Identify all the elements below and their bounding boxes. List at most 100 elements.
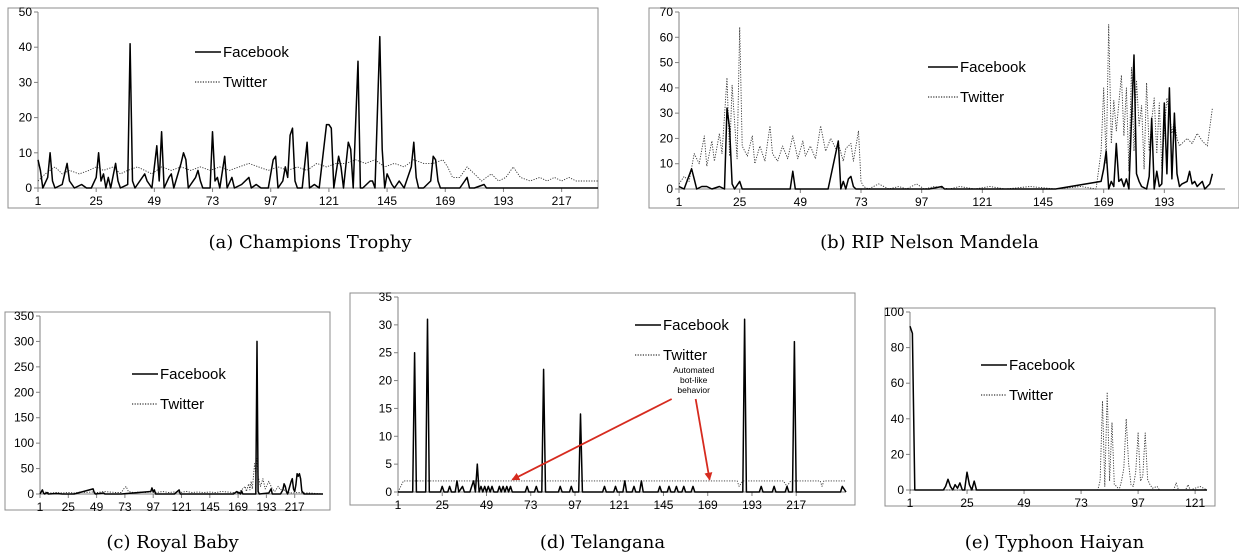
y-tick-label: 40 <box>891 412 905 426</box>
x-tick-label: 121 <box>319 194 339 208</box>
panel-d: 0 5 10 15 20 25 30 35 1 25 49 73 97 121 145 169 193 217 Fa… <box>345 285 860 559</box>
y-tick-label: 100 <box>884 305 904 319</box>
y-tick-label: 0 <box>27 487 34 501</box>
chart-c: 0 50 100 150 200 250 300 350 1 25 49 73 97 121 145 169 1… <box>4 309 331 514</box>
legend-label-facebook: Facebook <box>1009 357 1075 374</box>
series-line-facebook <box>37 35 598 189</box>
legend-label-facebook: Facebook <box>223 44 289 61</box>
x-tick-label: 145 <box>653 498 673 512</box>
y-tick-label: 20 <box>660 131 674 145</box>
legend-label-facebook: Facebook <box>160 366 226 383</box>
x-tick-label: 217 <box>285 500 305 514</box>
y-tick-label: 350 <box>14 309 34 323</box>
x-tick-label: 193 <box>1154 195 1174 209</box>
y-tick-label: 20 <box>379 374 393 388</box>
x-tick-label: 25 <box>90 194 104 208</box>
x-tick-label: 73 <box>854 195 868 209</box>
x-tick-label: 97 <box>915 195 929 209</box>
x-tick-label: 25 <box>62 500 76 514</box>
series-line-twitter <box>678 24 1213 190</box>
x-tick-label: 1 <box>35 194 42 208</box>
y-tick-label: 10 <box>660 157 674 171</box>
legend-label-twitter: Twitter <box>663 347 707 364</box>
legend-label-twitter: Twitter <box>1009 387 1053 404</box>
x-tick-label: 49 <box>90 500 104 514</box>
y-tick-label: 10 <box>379 429 393 443</box>
x-tick-label: 49 <box>148 194 162 208</box>
y-tick-label: 0 <box>385 485 392 499</box>
y-tick-label: 20 <box>891 447 905 461</box>
chart-b: 0 10 20 30 40 50 60 70 1 25 49 73 97 121 145 169 193 Face… <box>648 5 1239 209</box>
series-line-twitter <box>39 457 324 495</box>
legend-label-twitter: Twitter <box>160 396 204 413</box>
x-tick-label: 73 <box>206 194 220 208</box>
y-tick-label: 5 <box>385 457 392 471</box>
x-tick-label: 97 <box>264 194 278 208</box>
x-tick-label: 145 <box>1033 195 1053 209</box>
panel-c: 0 50 100 150 200 250 300 350 1 25 49 73 97 121 145 169 1… <box>0 300 345 559</box>
x-tick-label: 25 <box>733 195 747 209</box>
caption-a: (a) Champions Trophy <box>208 232 412 253</box>
x-tick-label: 73 <box>1074 496 1088 510</box>
y-tick-label: 15 <box>379 401 393 415</box>
y-tick-label: 80 <box>891 341 905 355</box>
x-tick-label: 1 <box>907 496 914 510</box>
y-tick-label: 40 <box>660 81 674 95</box>
y-tick-label: 0 <box>897 483 904 497</box>
chart-frame <box>4 311 331 511</box>
chart-e: 0 20 40 60 80 100 1 25 49 73 97 121 Facebook Twitter <box>884 305 1216 510</box>
x-tick-label: 169 <box>435 194 455 208</box>
x-tick-label: 73 <box>524 498 538 512</box>
x-tick-label: 193 <box>742 498 762 512</box>
legend-label-facebook: Facebook <box>960 59 1026 76</box>
x-tick-label: 1 <box>676 195 683 209</box>
x-tick-label: 169 <box>228 500 248 514</box>
chart-d: 0 5 10 15 20 25 30 35 1 25 49 73 97 121 145 169 193 217 Fa… <box>349 290 856 512</box>
series-line-facebook <box>909 325 1207 491</box>
series-line-facebook <box>398 318 847 493</box>
annotation-text: Automated <box>673 365 714 375</box>
y-tick-label: 70 <box>660 5 674 19</box>
y-tick-label: 50 <box>660 56 674 70</box>
annotation-text: bot-like <box>680 375 708 385</box>
y-tick-label: 30 <box>19 75 33 89</box>
x-tick-label: 121 <box>972 195 992 209</box>
caption-b: (b) RIP Nelson Mandela <box>820 232 1039 253</box>
x-tick-label: 49 <box>1017 496 1031 510</box>
x-tick-label: 1 <box>37 500 44 514</box>
x-tick-label: 217 <box>786 498 806 512</box>
y-tick-label: 30 <box>379 318 393 332</box>
panel-e: 0 20 40 60 80 100 1 25 49 73 97 121 Facebook Twitter … <box>870 300 1239 559</box>
chart-a: 0 10 20 30 40 50 1 25 49 73 97 121 145 169 193 217 Faceb… <box>7 5 599 209</box>
x-tick-label: 97 <box>568 498 582 512</box>
legend-label-twitter: Twitter <box>223 74 267 91</box>
y-tick-label: 150 <box>14 411 34 425</box>
y-tick-label: 50 <box>19 5 33 19</box>
y-tick-label: 300 <box>14 334 34 348</box>
series-line-facebook <box>39 340 323 495</box>
panel-a: 0 10 20 30 40 50 1 25 49 73 97 121 145 169 193 217 Faceb… <box>0 0 620 260</box>
y-tick-label: 30 <box>660 106 674 120</box>
x-tick-label: 169 <box>1094 195 1114 209</box>
x-tick-label: 145 <box>377 194 397 208</box>
series-line-facebook <box>678 54 1214 190</box>
y-tick-label: 60 <box>891 376 905 390</box>
y-tick-label: 0 <box>25 181 32 195</box>
x-tick-label: 49 <box>794 195 808 209</box>
x-tick-label: 121 <box>1185 496 1205 510</box>
x-tick-label: 193 <box>256 500 276 514</box>
series-line-twitter <box>397 480 846 493</box>
chart-frame <box>884 307 1216 507</box>
caption-d: (d) Telangana <box>539 532 666 553</box>
annotation-arrow <box>511 398 673 481</box>
y-tick-label: 200 <box>14 385 34 399</box>
x-tick-label: 121 <box>171 500 191 514</box>
x-tick-label: 73 <box>118 500 132 514</box>
y-tick-label: 100 <box>14 436 34 450</box>
panel-b: 0 10 20 30 40 50 60 70 1 25 49 73 97 121 145 169 193 Face… <box>620 0 1239 260</box>
x-tick-label: 1 <box>395 498 402 512</box>
y-tick-label: 0 <box>666 182 673 196</box>
chart-frame <box>349 292 856 506</box>
legend-label-twitter: Twitter <box>960 89 1004 106</box>
x-tick-label: 25 <box>960 496 974 510</box>
